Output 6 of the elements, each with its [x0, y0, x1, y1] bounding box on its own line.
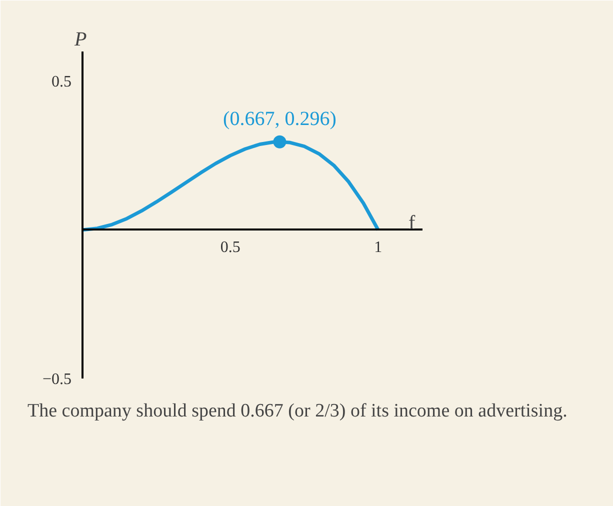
x-axis-title: f — [408, 212, 416, 234]
x-tick-label: 1 — [374, 238, 382, 256]
y-axis-title: P — [74, 28, 87, 50]
text: The company should spend 0.667 (or 2/3) of its income on advertising. — [28, 400, 568, 422]
annotation: (0.667, 0.296) — [223, 108, 336, 130]
y-tick-label: −0.5 — [42, 371, 72, 388]
